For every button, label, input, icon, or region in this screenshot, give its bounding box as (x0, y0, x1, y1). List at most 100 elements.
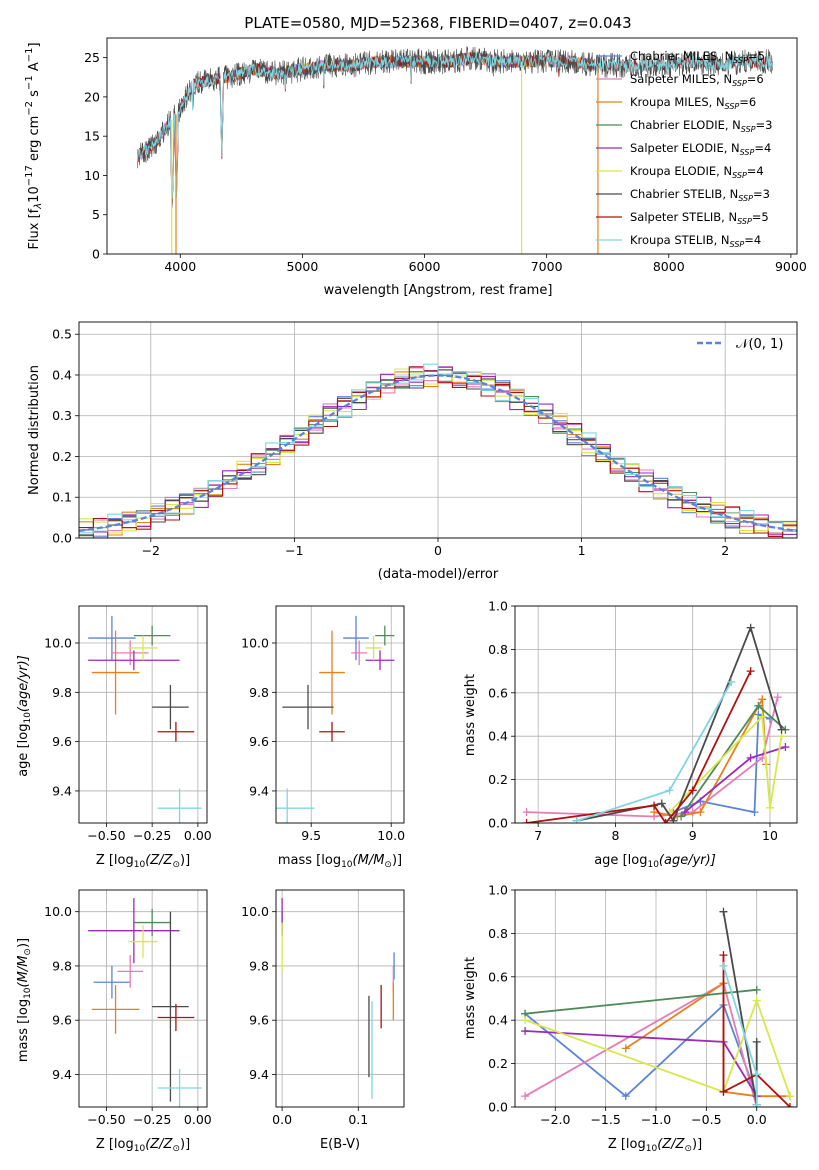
x-tick-label: −1.0 (641, 1112, 671, 1127)
y-tick-label: 0.1 (52, 490, 72, 505)
gaussian-curve (79, 374, 797, 533)
plot-content (137, 46, 773, 254)
weight-marker-chabrier_stelib (777, 725, 786, 734)
x-tick-label: −0.50 (87, 828, 125, 843)
x-tick-label: 4000 (164, 259, 196, 274)
x-tick-label: −1 (285, 543, 303, 558)
y-tick-label: 0.4 (52, 367, 72, 382)
massweight-vs-metallicity-plot-area: −2.0 −1.5 −1.0 −0.5 0.0 0.0 0.2 0.4 0.6 0.8 1.0 (488, 883, 798, 1127)
mass-vs-metallicity-xlabel: Z [log10(Z/Z⊙)] (96, 1137, 190, 1154)
y-tick-label: 9.8 (249, 685, 269, 700)
weight-marker-kroupa_stelib (665, 786, 674, 795)
mass-vs-extinction-xlabel: E(B-V) (320, 1137, 360, 1152)
x-tick-label: 9000 (775, 259, 807, 274)
spectrum-legend: Chabrier MILES, NSSP=5 Salpeter MILES, NS… (596, 49, 772, 249)
x-tick-label: 2 (721, 543, 729, 558)
histogram-kroupa_stelib (79, 363, 797, 534)
y-tick-label: 1.0 (488, 883, 508, 898)
y-tick-label: 9.6 (52, 734, 72, 749)
x-tick-label: 9.5 (301, 828, 321, 843)
weight-marker-salpeter_miles (521, 1092, 530, 1101)
x-tick-label: 0.00 (184, 828, 212, 843)
x-tick-label: 10.0 (377, 828, 405, 843)
y-tick-label: 0.4 (488, 1013, 508, 1028)
x-tick-label: 5000 (286, 259, 318, 274)
weight-marker-kroupa_elodie (752, 996, 761, 1005)
y-tick-label: 9.4 (52, 783, 72, 798)
weight-marker-chabrier_elodie (754, 701, 763, 710)
massweight-vs-age-plot-area: 7 8 9 10 0.0 0.2 0.4 0.6 0.8 1.0 (488, 599, 798, 843)
age-vs-mass-xlabel: mass [log10(M/M⊙)] (278, 853, 402, 870)
axes-frame (275, 889, 405, 1108)
legend-label-salpeter_miles: Salpeter MILES, NSSP=6 (630, 72, 764, 88)
y-tick-label: 20 (84, 89, 100, 104)
weight-marker-salpeter_stelib (719, 1087, 728, 1096)
y-tick-label: 0.6 (488, 685, 508, 700)
weight-marker-chabrier_elodie (752, 985, 761, 994)
y-tick-label: 9.4 (249, 1067, 269, 1082)
massweight-vs-age-ylabel: mass weight (463, 674, 478, 756)
y-tick-label: 15 (84, 129, 100, 144)
massweight-vs-metallicity-ylabel: mass weight (463, 957, 478, 1039)
weight-marker-salpeter_elodie (781, 743, 790, 752)
legend-label-chabrier_elodie: Chabrier ELODIE, NSSP=3 (630, 118, 772, 134)
histogram-salpeter_stelib (79, 366, 797, 538)
axes-frame (78, 605, 208, 824)
spectrum-line-kroupa_stelib (137, 52, 773, 199)
x-tick-label: −0.5 (691, 1112, 721, 1127)
weight-marker-kroupa_miles (696, 808, 705, 817)
weight-line-kroupa_elodie (668, 714, 783, 813)
age-vs-metallicity-plot-area: −0.50 −0.25 0.00 9.4 9.6 9.8 10.0 (44, 605, 212, 843)
weight-marker-salpeter_elodie (521, 1027, 530, 1036)
y-tick-label: 0.4 (488, 729, 508, 744)
spectrum-title: PLATE=0580, MJD=52368, FIBERID=0407, z=0… (244, 14, 631, 32)
legend-label-kroupa_elodie: Kroupa ELODIE, NSSP=4 (630, 164, 764, 180)
spectrum-xlabel: wavelength [Angstrom, rest frame] (324, 283, 553, 298)
y-tick-label: 10.0 (241, 635, 269, 650)
x-tick-label: 8000 (653, 259, 685, 274)
mass-vs-metallicity-ylabel: mass [log10(M/M⊙)] (16, 938, 33, 1062)
x-tick-label: −2.0 (540, 1112, 570, 1127)
weight-marker-chabrier_miles (621, 1092, 630, 1101)
x-tick-label: 0.1 (348, 1112, 368, 1127)
y-tick-label: 9.8 (52, 685, 72, 700)
plot-content (88, 615, 202, 823)
plot-content (281, 898, 395, 1099)
age-vs-metallicity-xlabel: Z [log10(Z/Z⊙)] (96, 853, 190, 870)
y-tick-label: 0.2 (52, 449, 72, 464)
y-tick-label: 9.6 (52, 1013, 72, 1028)
y-tick-label: 10.0 (44, 904, 72, 919)
legend-label-chabrier_stelib: Chabrier STELIB, NSSP=3 (630, 187, 770, 203)
weight-marker-chabrier_stelib (752, 1037, 761, 1046)
massweight-vs-age-panel: 7 8 9 10 0.0 0.2 0.4 0.6 0.8 1.0 age [log10(age/y… (463, 599, 798, 870)
x-tick-label: −0.50 (87, 1112, 125, 1127)
weight-marker-salpeter_stelib (746, 667, 755, 676)
x-tick-label: 0.0 (272, 1112, 292, 1127)
y-tick-label: 5 (92, 207, 100, 222)
x-tick-label: 8 (611, 828, 619, 843)
axes-frame (78, 321, 798, 539)
y-tick-label: 0.2 (488, 772, 508, 787)
legend-label-salpeter_stelib: Salpeter STELIB, NSSP=5 (630, 210, 769, 226)
axes-frame (514, 605, 798, 824)
weight-marker-salpeter_elodie (746, 753, 755, 762)
x-tick-label: 6000 (409, 259, 441, 274)
weight-marker-salpeter_elodie (680, 808, 689, 817)
y-tick-label: 0.6 (488, 969, 508, 984)
x-tick-label: 0.0 (747, 1112, 767, 1127)
weight-marker-kroupa_elodie (758, 712, 767, 721)
x-tick-label: −0.25 (133, 1112, 171, 1127)
weight-marker-salpeter_stelib (650, 801, 659, 810)
plot-content (521, 907, 794, 1107)
weight-marker-salpeter_miles (773, 693, 782, 702)
weight-marker-kroupa_elodie (785, 1092, 794, 1101)
massweight-vs-metallicity-panel: −2.0 −1.5 −1.0 −0.5 0.0 0.0 0.2 0.4 0.6 0.8 1.0 Z … (463, 883, 798, 1154)
axes-frame (514, 889, 798, 1108)
weight-marker-kroupa_stelib (719, 961, 728, 970)
weight-marker-kroupa_stelib (752, 1100, 761, 1107)
x-tick-label: 0.00 (184, 1112, 212, 1127)
weight-marker-kroupa_miles (621, 1044, 630, 1053)
y-tick-label: 1.0 (488, 599, 508, 614)
age-vs-mass-plot-area: 9.5 10.0 9.4 9.6 9.8 10.0 (241, 605, 405, 843)
